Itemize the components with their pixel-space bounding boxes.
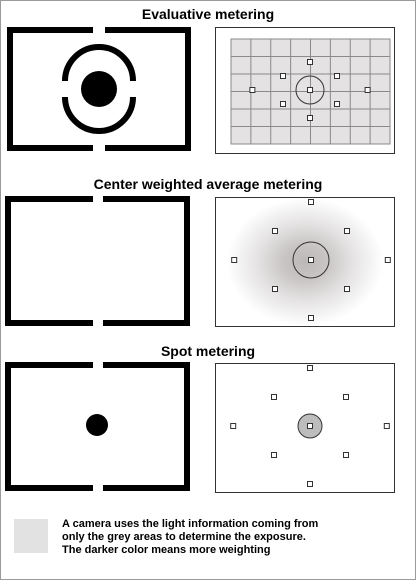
af-point [280, 101, 286, 107]
af-point [307, 365, 313, 371]
af-point [231, 257, 238, 263]
metering-pattern-spot [215, 363, 395, 493]
af-point [344, 286, 350, 292]
af-point [308, 315, 314, 321]
legend-line: only the grey areas to determine the exp… [62, 531, 306, 543]
af-point [344, 228, 350, 234]
af-point [307, 115, 313, 121]
af-point [343, 394, 349, 400]
af-point [307, 481, 313, 487]
section-title-spot: Spot metering [160, 343, 256, 359]
af-point [308, 199, 314, 205]
af-point [272, 228, 278, 234]
af-point [364, 87, 371, 93]
section-title-evaluative: Evaluative metering [141, 6, 275, 22]
metering-pattern-center-weighted [215, 197, 395, 327]
af-point [249, 87, 256, 93]
af-point [271, 452, 277, 458]
af-point [343, 452, 349, 458]
af-point [334, 101, 340, 107]
viewfinder-evaluative [7, 27, 191, 151]
metering-pattern-evaluative [215, 27, 395, 154]
legend-line: The darker color means more weighting [62, 544, 271, 556]
af-point [334, 73, 340, 79]
af-point [383, 423, 390, 429]
section-title-center-weighted: Center weighted average metering [93, 176, 323, 192]
af-point [384, 257, 391, 263]
legend-line: A camera uses the light information comi… [62, 518, 319, 530]
af-point [308, 257, 314, 263]
af-point [271, 394, 277, 400]
af-point [280, 73, 286, 79]
af-point [272, 286, 278, 292]
af-point [307, 59, 313, 65]
af-point [230, 423, 237, 429]
legend-text: A camera uses the light information comi… [62, 518, 402, 557]
legend-swatch [14, 519, 48, 553]
viewfinder-spot [5, 362, 190, 491]
af-point [307, 423, 313, 429]
viewfinder-center-weighted [5, 196, 190, 326]
af-point [307, 87, 313, 93]
